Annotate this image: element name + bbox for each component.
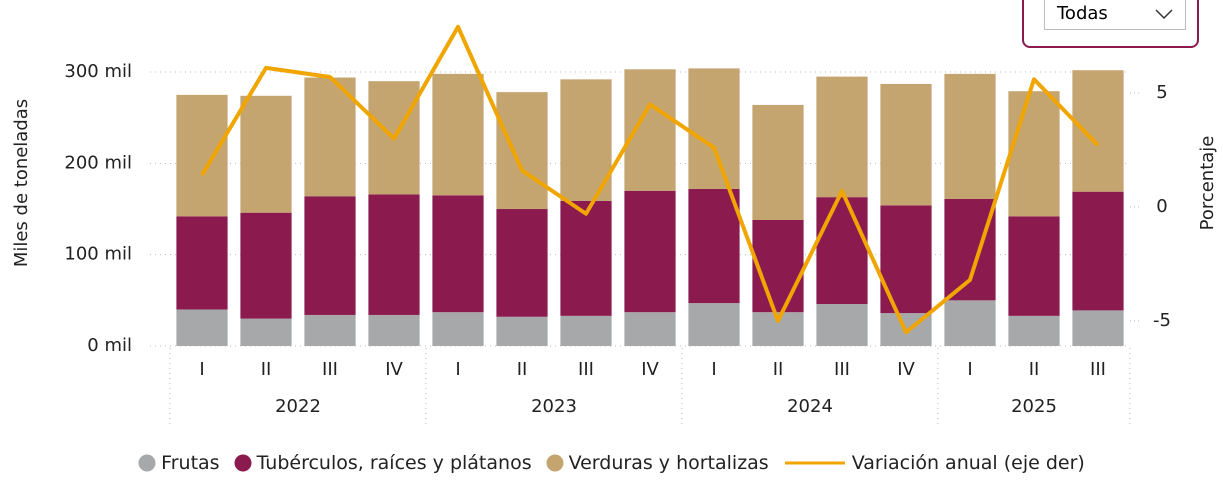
bar [176, 94, 228, 217]
bar [624, 69, 676, 191]
y2-tick-label: 5 [1156, 82, 1167, 103]
legend-label: Tubérculos, raíces y plátanos [256, 452, 532, 474]
dropdown-label: Todas [1057, 3, 1108, 24]
x-tick-label: I [455, 359, 460, 380]
bar [496, 316, 548, 346]
x-tick-label: II [1029, 359, 1040, 380]
chevron [1155, 8, 1173, 19]
bar [1072, 310, 1124, 346]
x-tick-label: III [578, 359, 594, 380]
dropdown-box[interactable]: Todas [1044, 0, 1186, 30]
bar [880, 83, 932, 206]
bar [944, 198, 996, 301]
x-tick-label: I [967, 359, 972, 380]
bar [688, 68, 740, 189]
y2-tick-label: 0 [1156, 196, 1167, 217]
bar [752, 104, 804, 220]
x-tick-label: IV [641, 359, 659, 380]
bar [368, 194, 420, 315]
x-tick-label: I [711, 359, 716, 380]
legend-dot [138, 454, 156, 472]
bar [944, 73, 996, 199]
y-tick-label: 100 mil [64, 244, 132, 265]
legend-swatch [546, 454, 564, 472]
bar [368, 314, 420, 346]
line [200, 24, 1100, 335]
bar [496, 209, 548, 317]
bar [1072, 191, 1124, 311]
bar [752, 219, 804, 313]
bar [304, 314, 356, 346]
bar [496, 92, 548, 210]
x-tick-label: IV [385, 359, 403, 380]
x-tick-label: IV [897, 359, 915, 380]
x-tick-label: II [261, 359, 272, 380]
bar [816, 303, 868, 346]
bar [624, 190, 676, 313]
bar [1072, 70, 1124, 192]
bar [304, 196, 356, 315]
legend: Frutas Tubérculos, raíces y plátanos Verdu… [0, 452, 1223, 474]
legend-label: Verduras y hortalizas [568, 452, 769, 474]
y2-tick-label: -5 [1153, 310, 1171, 331]
bar [560, 79, 612, 201]
bar [432, 73, 484, 196]
legend-swatch [784, 461, 845, 465]
bar [1008, 91, 1060, 217]
bar [240, 95, 292, 213]
bar [944, 300, 996, 346]
legend-item[interactable]: Verduras y hortalizas [546, 452, 769, 474]
legend-swatch [234, 454, 252, 472]
x-tick-label: III [322, 359, 338, 380]
bar [304, 77, 356, 197]
x-tick-label: II [773, 359, 784, 380]
x-tick-label: II [517, 359, 528, 380]
legend-label: Variación anual (eje der) [851, 452, 1085, 474]
y-tick-label: 200 mil [64, 152, 132, 173]
bar [176, 216, 228, 310]
legend-item[interactable]: Frutas [138, 452, 220, 474]
legend-swatch [138, 454, 156, 472]
y-axis-label: Miles de toneladas [11, 99, 32, 267]
y-tick-label: 0 mil [87, 335, 132, 356]
bar [176, 309, 228, 346]
y-tick-label: 300 mil [64, 61, 132, 82]
x-tick-label: III [834, 359, 850, 380]
group-label: 2024 [787, 396, 833, 417]
bar [240, 212, 292, 319]
legend-dot [546, 454, 564, 472]
bar [560, 200, 612, 316]
bar [688, 188, 740, 304]
bar [624, 312, 676, 346]
group-label: 2022 [275, 396, 321, 417]
bar [560, 315, 612, 346]
legend-dot [234, 454, 252, 472]
bar [432, 195, 484, 313]
bar [1008, 315, 1060, 346]
legend-item[interactable]: Variación anual (eje der) [783, 452, 1085, 474]
legend-label: Frutas [161, 452, 220, 474]
x-tick-label: III [1090, 359, 1106, 380]
group-label: 2023 [531, 396, 577, 417]
bar [240, 318, 292, 346]
x-tick-label: I [199, 359, 204, 380]
bar [816, 197, 868, 304]
bar [1008, 216, 1060, 316]
bar [688, 303, 740, 346]
y2-axis-label: Porcentaje [1197, 136, 1218, 231]
legend-item[interactable]: Tubérculos, raíces y plátanos [234, 452, 532, 474]
bar [816, 76, 868, 198]
filter-dropdown[interactable]: Todas [1022, 0, 1199, 48]
group-label: 2025 [1011, 396, 1057, 417]
bar [432, 312, 484, 346]
